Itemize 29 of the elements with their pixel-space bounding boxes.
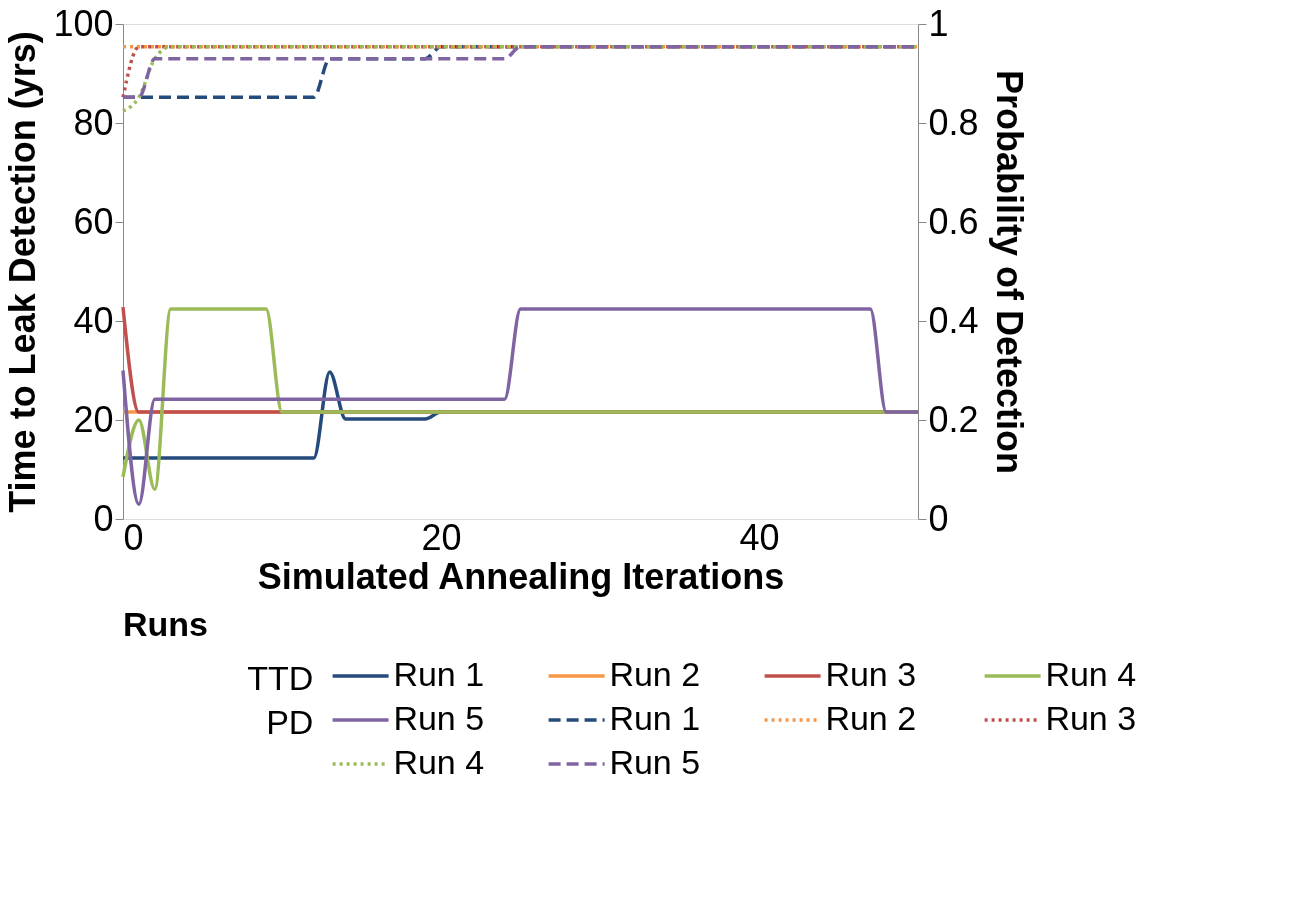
legend-label: Run 4 [393,743,485,781]
y-tick-label: 20 [73,398,114,440]
y2-tick-label: 0.2 [928,398,979,440]
text: TTD [247,659,314,697]
legend-label: Run 5 [393,699,485,737]
legend-label: Run 2 [609,655,701,693]
y-tick-label: 80 [73,101,114,143]
y-tick-label: 60 [73,200,114,242]
y2-tick-label: 0.6 [928,200,979,242]
x-axis-title: Simulated Annealing Iterations [257,555,785,597]
y2-tick-label: 0.4 [928,299,979,341]
text: PD [266,703,314,741]
legend-label: Run 5 [609,743,701,781]
legend-label: Run 2 [825,699,917,737]
legend-label: Run 1 [609,699,701,737]
legend-label: Run 3 [1045,699,1137,737]
legend-label: Run 1 [393,655,485,693]
x-tick-label: 40 [739,516,780,558]
y-axis-title: Time to Leak Detection (yrs) [2,31,44,513]
y-tick-label: 100 [53,2,114,44]
legend-label: Run 3 [825,655,917,693]
y2-axis-title: Probability of Detection [988,69,1030,475]
x-tick-label: 20 [421,516,462,558]
y-tick-label: 40 [73,299,114,341]
y2-tick-label: 1 [928,2,949,44]
legend-title: Runs [123,605,208,643]
x-tick-label: 0 [123,516,144,558]
y2-tick-label: 0.8 [928,101,979,143]
legend-label: Run 4 [1045,655,1137,693]
